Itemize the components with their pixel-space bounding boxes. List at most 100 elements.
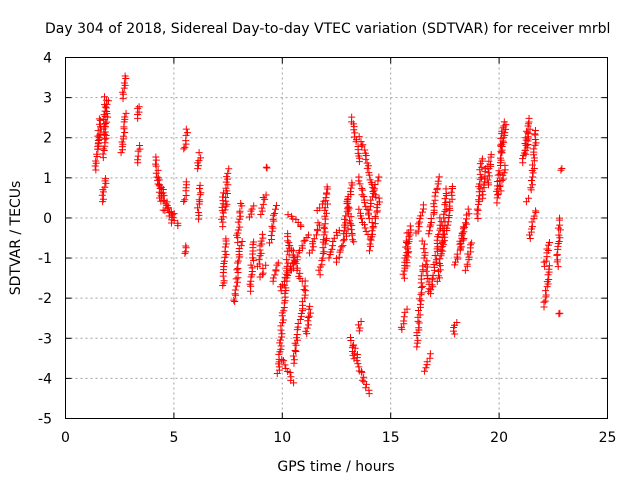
data-point [256, 260, 264, 268]
y-tick-label: -3 [38, 331, 52, 347]
data-point [304, 313, 312, 321]
data-point [291, 347, 299, 355]
data-point [528, 181, 536, 189]
data-point [355, 158, 363, 166]
data-point [286, 242, 294, 250]
data-point [279, 316, 287, 324]
data-point [405, 235, 413, 243]
data-point [323, 189, 331, 197]
data-point [118, 138, 126, 146]
data-point [358, 142, 366, 150]
data-point [292, 348, 300, 356]
data-point [478, 163, 486, 171]
data-point [169, 213, 177, 221]
data-point [555, 237, 563, 245]
data-point [258, 271, 266, 279]
data-point [531, 127, 539, 135]
plot-frame [65, 57, 608, 419]
data-point [322, 209, 330, 217]
data-point [271, 209, 279, 217]
y-tick-label: 1 [43, 171, 52, 187]
data-point [152, 156, 160, 164]
data-point [425, 285, 433, 293]
data-point [427, 214, 435, 222]
data-point [304, 317, 312, 325]
data-point [355, 177, 363, 185]
chart-title: Day 304 of 2018, Sidereal Day-to-day VTE… [45, 21, 610, 37]
data-point [285, 239, 293, 247]
data-point [319, 249, 327, 257]
data-point [316, 271, 324, 279]
data-point [487, 151, 495, 159]
data-point [474, 215, 482, 223]
data-point [522, 150, 530, 158]
data-point [286, 368, 294, 376]
data-point [320, 224, 328, 232]
data-point [98, 191, 106, 199]
data-point [277, 287, 285, 295]
data-point [271, 271, 279, 279]
data-point [174, 222, 182, 230]
data-point [400, 313, 408, 321]
data-point [96, 130, 104, 138]
data-point [222, 235, 230, 243]
data-point [276, 336, 284, 344]
data-point [422, 267, 430, 275]
data-point [417, 291, 425, 299]
data-point [347, 213, 355, 221]
data-point [353, 357, 361, 365]
data-point [407, 226, 415, 234]
data-point [342, 219, 350, 227]
data-point [496, 181, 504, 189]
data-point [325, 254, 333, 262]
data-point [280, 277, 288, 285]
data-point [430, 263, 438, 271]
data-point [101, 183, 109, 191]
data-point [354, 360, 362, 368]
data-point [525, 194, 533, 202]
x-tick-label: 20 [490, 430, 508, 446]
data-point [223, 173, 231, 181]
data-point [152, 160, 160, 168]
data-point [448, 191, 456, 199]
data-point [362, 380, 370, 388]
data-point [555, 231, 563, 239]
data-point [498, 127, 506, 135]
data-point [545, 265, 553, 273]
data-point [461, 266, 469, 274]
data-point [321, 228, 329, 236]
data-point [371, 180, 379, 188]
data-point [356, 180, 364, 188]
data-point [103, 118, 111, 126]
data-point [104, 97, 112, 105]
data-point [468, 239, 476, 247]
data-point [152, 162, 160, 170]
data-point [400, 317, 408, 325]
data-point [119, 132, 127, 140]
data-point [501, 129, 509, 137]
data-point [289, 215, 297, 223]
data-point [99, 195, 107, 203]
data-point [484, 176, 492, 184]
data-point [542, 257, 550, 265]
data-point [233, 266, 241, 274]
data-point [312, 231, 320, 239]
data-point [369, 230, 377, 238]
data-point [498, 176, 506, 184]
data-point [540, 298, 548, 306]
data-point [121, 113, 129, 121]
data-point [236, 207, 244, 215]
data-point [196, 191, 204, 199]
data-point [442, 185, 450, 193]
data-point [502, 121, 510, 129]
data-point [231, 286, 239, 294]
data-point [170, 217, 178, 225]
data-point [93, 150, 101, 158]
data-point [557, 166, 565, 174]
data-point [182, 242, 190, 250]
data-point [218, 203, 226, 211]
data-point [368, 227, 376, 235]
data-point [375, 173, 383, 181]
data-point [236, 215, 244, 223]
